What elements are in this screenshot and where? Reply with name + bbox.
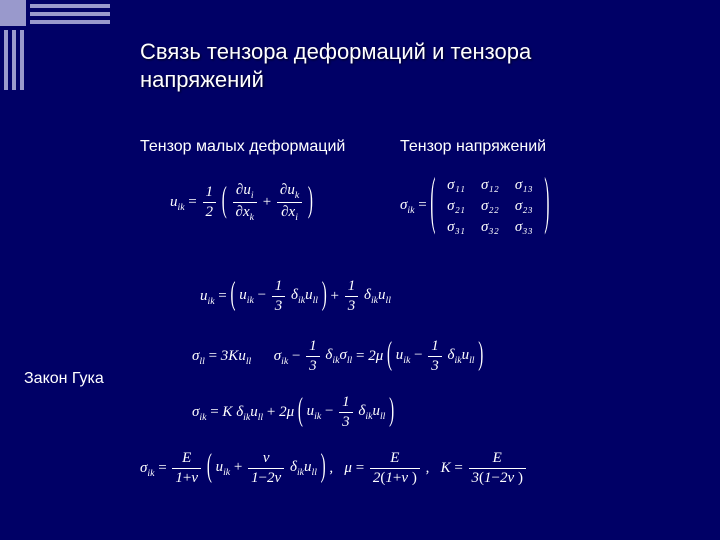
formula-sigma-ik: σik = K δikull + 2μ ( uik − 13 δikull ) xyxy=(192,394,394,431)
corner-box xyxy=(0,0,26,26)
formula-strain-decomposition: uik = ( uik − 13 δikull ) + 13 δikull xyxy=(200,278,391,315)
v-bar-3 xyxy=(20,30,24,90)
formula-constants: σik = E 1+ν ( uik + ν 1−2ν δikull ) , μ … xyxy=(140,450,528,487)
slide-title: Связь тензора деформаций и тензора напря… xyxy=(140,38,660,93)
hooke-law-label: Закон Гука xyxy=(24,370,104,388)
h-bar-1 xyxy=(30,4,110,8)
formula-stress-matrix: σik = ( σ₁₁σ₁₂σ₁₃ σ₂₁σ₂₂σ₂₃ σ₃₁σ₃₂σ₃₃ ) xyxy=(400,175,549,238)
v-bar-2 xyxy=(12,30,16,90)
subtitle-strain: Тензор малых деформаций xyxy=(140,138,345,156)
v-bar-1 xyxy=(4,30,8,90)
h-bar-2 xyxy=(30,12,110,16)
formula-strain-def: uik = 12 ( ∂ui ∂xk + ∂uk ∂xi ) xyxy=(170,182,313,223)
h-bar-3 xyxy=(30,20,110,24)
formula-hooke-trace-dev: σll = 3Kull σik − 13 δikσll = 2μ ( uik −… xyxy=(192,338,483,375)
subtitle-stress: Тензор напряжений xyxy=(400,138,546,156)
